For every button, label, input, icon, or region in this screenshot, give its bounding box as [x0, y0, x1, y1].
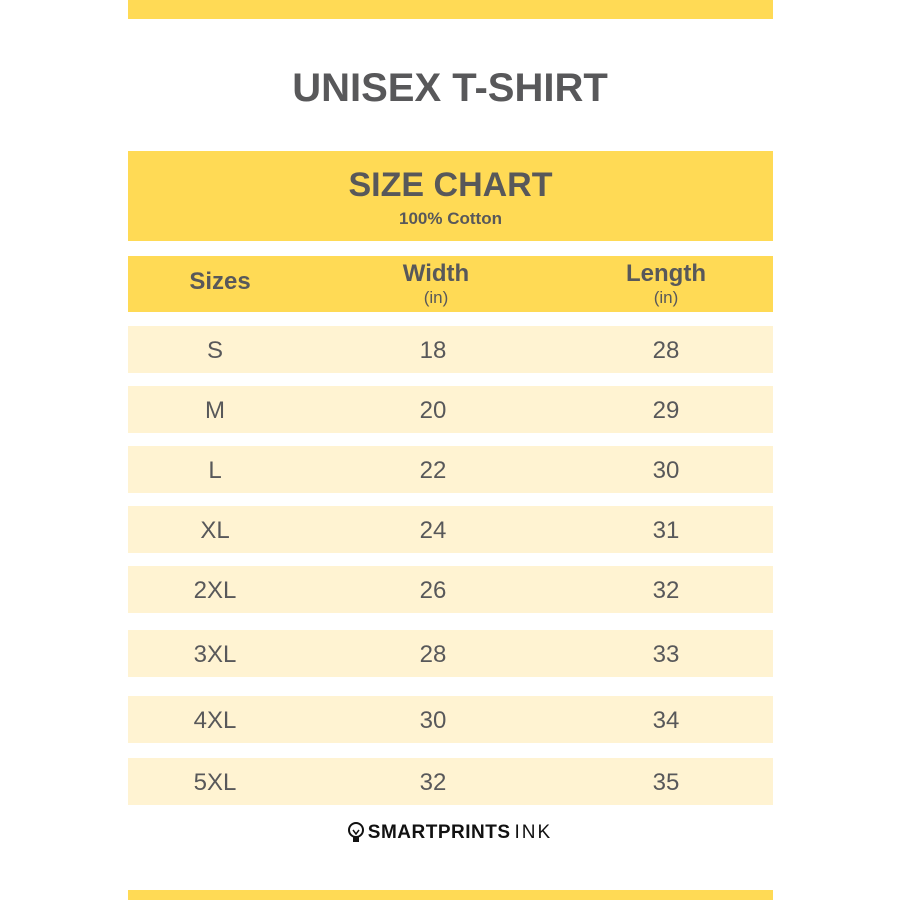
cell-width: 22: [419, 457, 447, 484]
cell-width: 20: [419, 397, 447, 424]
width-unit: (in): [423, 288, 449, 307]
bottom-accent-bar: [128, 890, 773, 900]
cell-length: 33: [652, 641, 680, 668]
size-chart-title: SIZE CHART: [348, 166, 553, 204]
cell-length: 31: [652, 517, 680, 544]
table-row: 3XL 28 33: [128, 630, 773, 677]
lightbulb-icon: [347, 822, 364, 842]
cell-size: S: [206, 337, 223, 364]
table-row: 2XL 26 32: [128, 566, 773, 613]
table-row: 5XL 32 35: [128, 758, 773, 805]
column-header-length: Length (in): [566, 260, 766, 308]
size-chart-header: SIZE CHART 100% Cotton: [128, 151, 773, 241]
cell-length: 28: [652, 337, 680, 364]
cell-size: XL: [200, 517, 230, 544]
logo-text-light: INK: [514, 822, 553, 843]
cell-width: 30: [419, 707, 447, 734]
cell-size: M: [205, 397, 225, 424]
cell-length: 29: [652, 397, 680, 424]
table-row: M 20 29: [128, 386, 773, 433]
cell-size: 2XL: [193, 577, 237, 604]
brand-logo: SMARTPRINTS INK: [0, 822, 900, 844]
width-label: Width: [402, 260, 470, 287]
cell-width: 18: [419, 337, 447, 364]
size-chart-subtitle: 100% Cotton: [399, 209, 502, 228]
cell-size: L: [208, 457, 222, 484]
table-row: S 18 28: [128, 326, 773, 373]
cell-width: 28: [419, 641, 447, 668]
cell-length: 34: [652, 707, 680, 734]
table-row: L 22 30: [128, 446, 773, 493]
cell-length: 35: [652, 769, 680, 796]
cell-size: 5XL: [193, 769, 237, 796]
cell-width: 26: [419, 577, 447, 604]
cell-size: 4XL: [193, 707, 237, 734]
cell-size: 3XL: [193, 641, 237, 668]
column-header-sizes: Sizes: [189, 268, 251, 295]
top-accent-bar: [128, 0, 773, 19]
length-label: Length: [626, 260, 706, 287]
logo-text-bold: SMARTPRINTS: [367, 822, 511, 843]
table-row: XL 24 31: [128, 506, 773, 553]
column-headers: Sizes Width (in) Length (in): [128, 256, 773, 312]
column-header-width: Width (in): [336, 260, 536, 308]
cell-width: 32: [419, 769, 447, 796]
cell-length: 30: [652, 457, 680, 484]
cell-width: 24: [419, 517, 447, 544]
length-unit: (in): [653, 288, 679, 307]
page-title: UNISEX T-SHIRT: [292, 66, 608, 110]
table-row: 4XL 30 34: [128, 696, 773, 743]
cell-length: 32: [652, 577, 680, 604]
